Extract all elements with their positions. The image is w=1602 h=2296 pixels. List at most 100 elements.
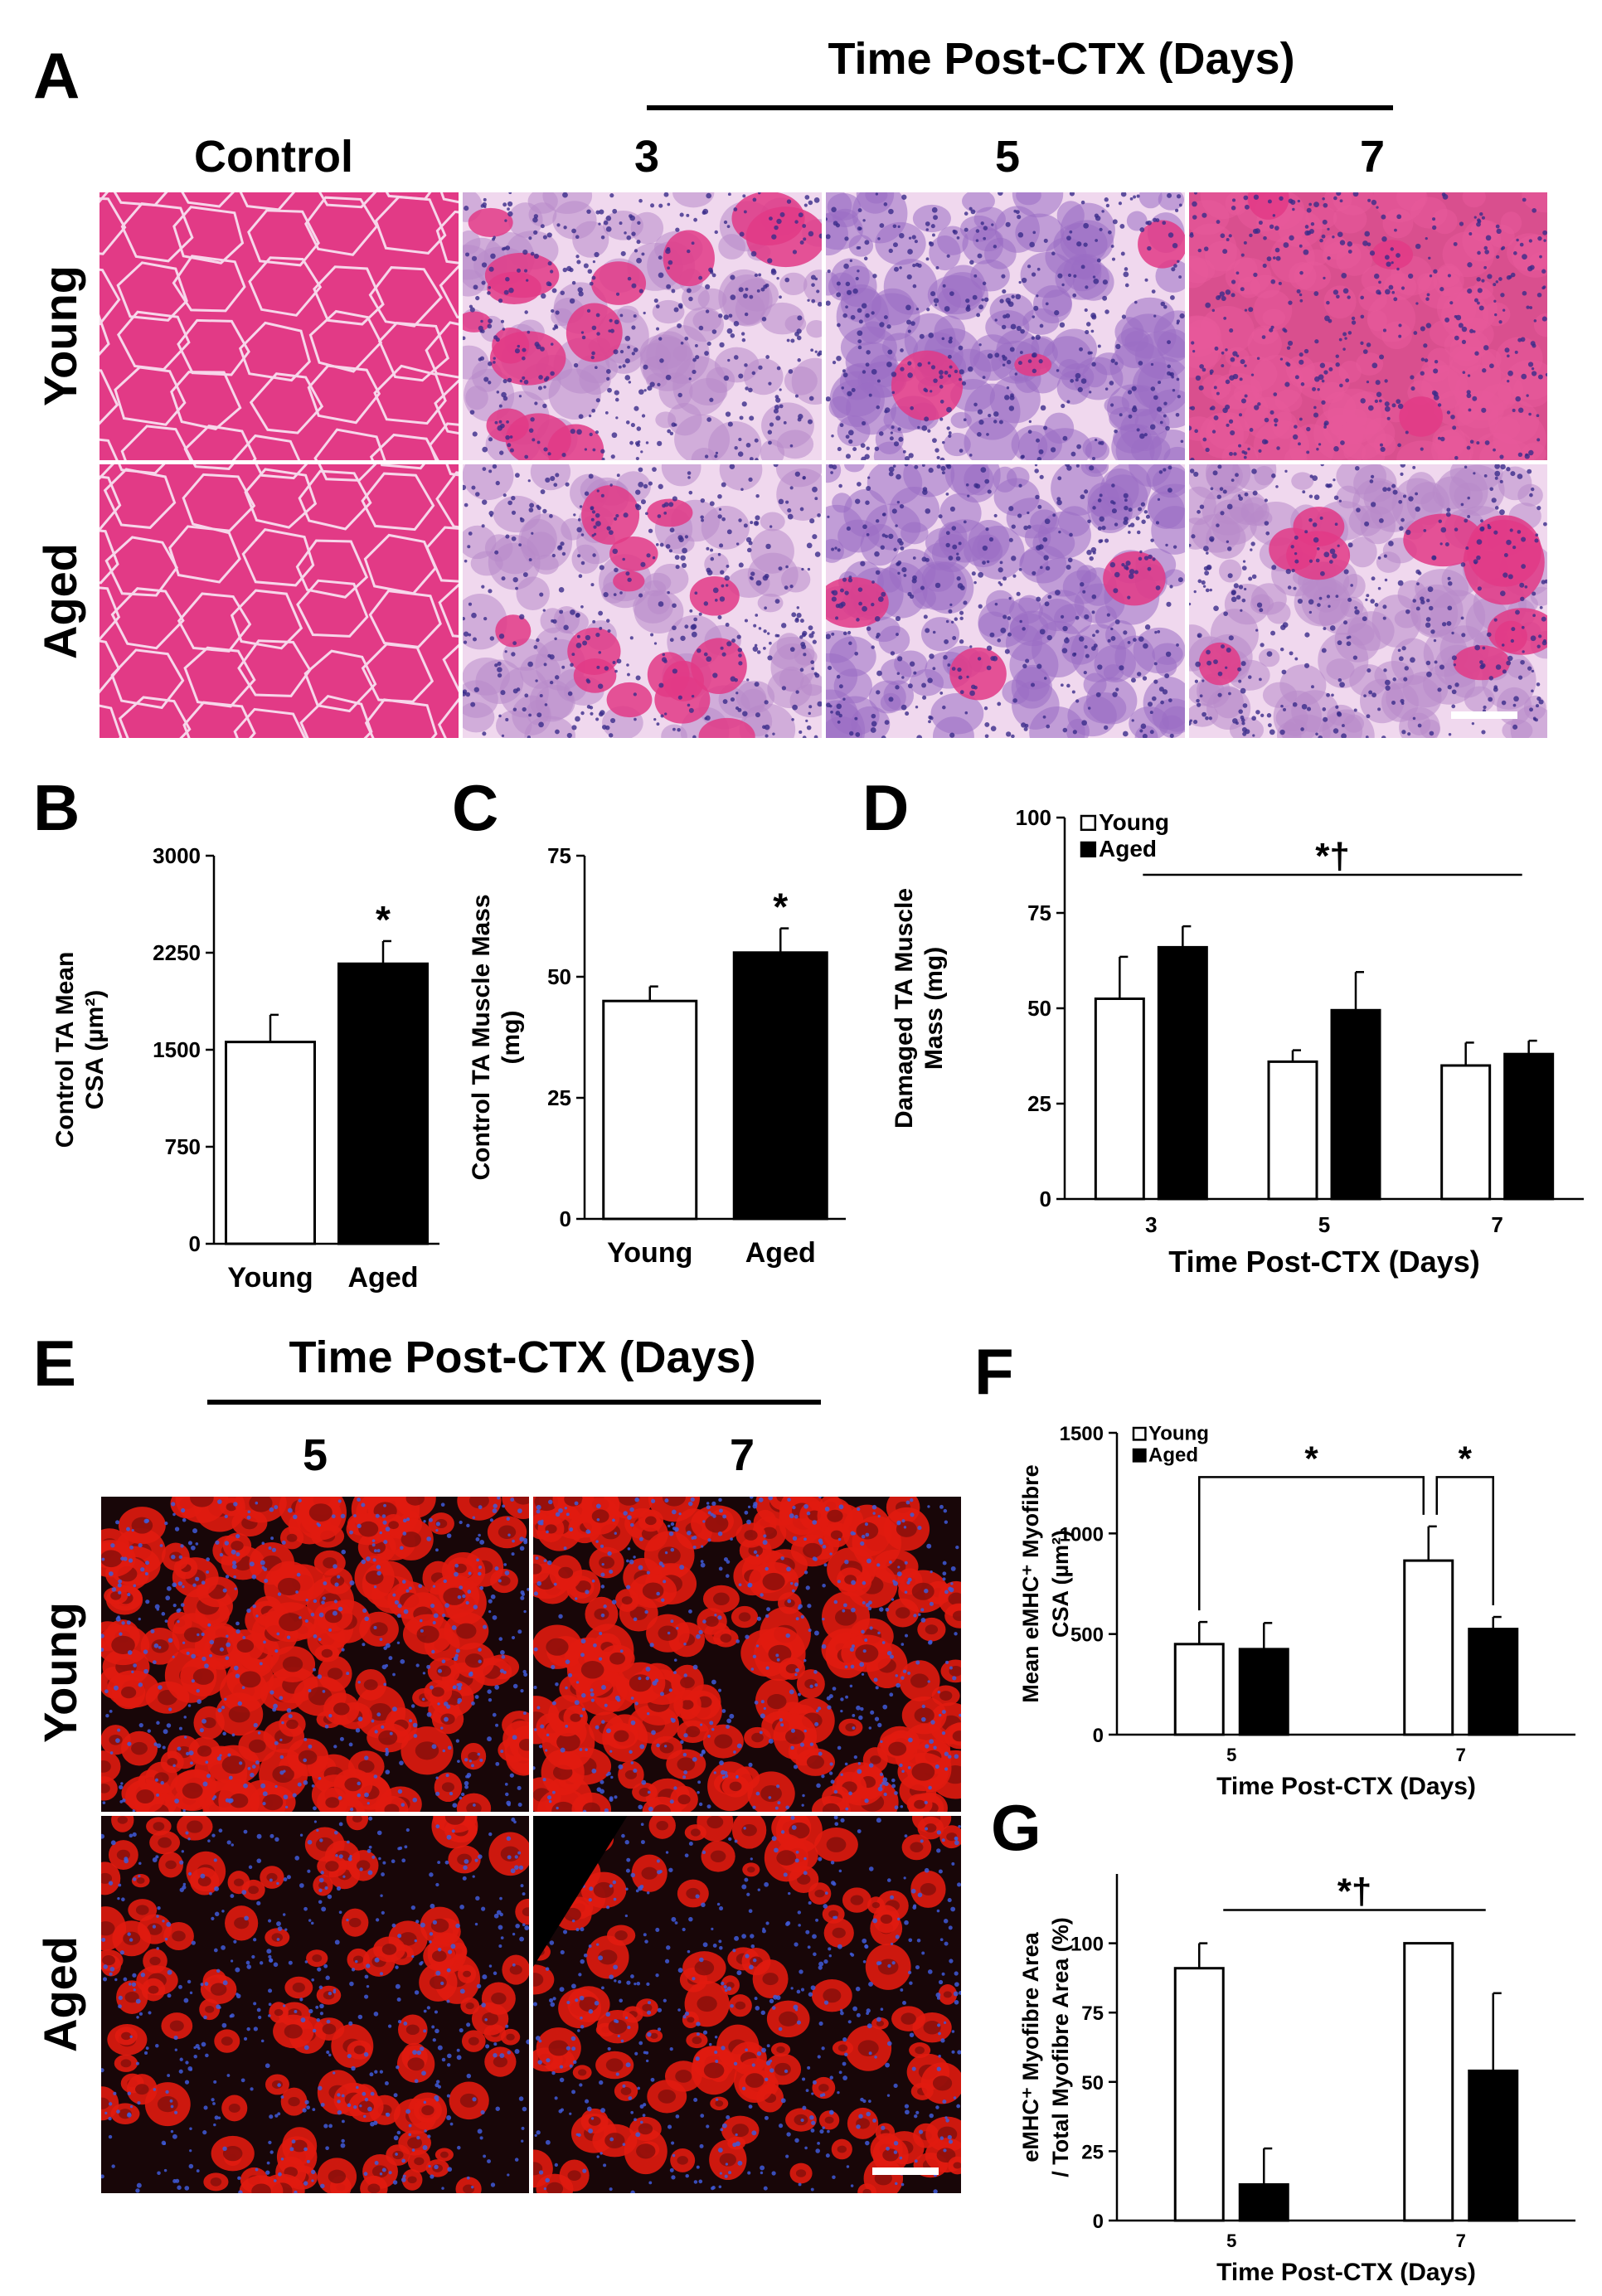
x-axis-label: Time Post-CTX (Days): [1216, 2259, 1476, 2286]
bar: [1468, 2069, 1519, 2222]
panel-a-col-7: 7: [1359, 132, 1386, 182]
bar: [1238, 2183, 1289, 2222]
histology-tile-aged-day7: [1189, 464, 1547, 738]
bar: [1440, 1064, 1492, 1201]
panel-g-letter: G: [991, 1791, 1041, 1864]
panel-b-chart: 0 750 1500 2250 3000 Control TA Mean CSA (µm²)…: [0, 796, 448, 1294]
panel-f-letter: F: [974, 1335, 1014, 1408]
legend-label: Aged: [1148, 1444, 1198, 1466]
histology-tile-young-day7: [1189, 192, 1547, 460]
panel-a-header: Time Post-CTX (Days): [828, 34, 1295, 84]
significance-marker: *: [376, 898, 391, 941]
x-tick-label: 5: [1226, 1745, 1236, 1765]
significance-marker: *†: [1337, 1871, 1372, 1911]
y-tick-label: 0: [560, 1206, 571, 1231]
y-tick-label: 75: [1081, 2002, 1104, 2025]
panel-a-col-5: 5: [994, 132, 1021, 182]
y-tick-label: 0: [189, 1231, 201, 1256]
panel-e-letter: E: [33, 1327, 77, 1400]
panel-b-letter: B: [33, 771, 80, 844]
significance-bracket: [1198, 1476, 1425, 1611]
x-tick-label: Aged: [348, 1262, 419, 1294]
panel-e-header: Time Post-CTX (Days): [289, 1332, 756, 1382]
panel-d-letter: D: [862, 771, 910, 844]
y-axis-label: Mass (mg): [920, 947, 948, 1070]
x-tick-label: Young: [227, 1262, 313, 1294]
significance-marker: *: [773, 886, 788, 929]
y-axis-label: Control TA Mean: [51, 952, 79, 1148]
bar: [1157, 945, 1208, 1201]
bar: [225, 1041, 316, 1245]
x-tick-label: 5: [1318, 1212, 1330, 1237]
legend-swatch: [1080, 841, 1097, 858]
panel-c-chart: 0 25 50 75 Control TA Muscle Mass (mg) Young Ag…: [448, 796, 862, 1294]
bar: [1330, 1008, 1381, 1201]
bar: [602, 999, 698, 1221]
significance-marker: *: [1459, 1439, 1473, 1478]
x-axis-label: Time Post-CTX (Days): [1168, 1245, 1479, 1279]
panel-a-scale-bar: [1451, 711, 1517, 719]
histology-tile-young-day5: [826, 192, 1185, 460]
panel-a-col-control: Control: [194, 132, 353, 182]
legend-swatch: [1132, 1426, 1147, 1441]
y-tick-label: 50: [1027, 996, 1051, 1021]
y-tick-label: 3000: [153, 843, 201, 868]
significance-bracket: [1435, 1476, 1494, 1606]
fluorescence-tile-young-day5: [101, 1497, 529, 1812]
bar: [732, 951, 828, 1221]
x-tick-label: 7: [1456, 1745, 1466, 1765]
y-tick-label: 75: [1027, 900, 1051, 925]
y-tick-label: 50: [547, 964, 571, 989]
y-tick-label: 2250: [153, 940, 201, 965]
y-tick-label: 1500: [1060, 1423, 1104, 1445]
y-tick-label: 100: [1070, 1934, 1104, 1956]
bar: [1173, 1643, 1225, 1736]
panel-e-col-5: 5: [302, 1430, 328, 1480]
y-tick-label: 500: [1070, 1624, 1104, 1647]
fluorescence-tile-aged-day7: [533, 1816, 961, 2193]
y-axis-label: CSA (µm²): [81, 990, 109, 1110]
panel-a-letter: A: [33, 39, 80, 112]
y-axis-label: (mg): [498, 1011, 525, 1065]
bar: [1403, 1942, 1454, 2222]
bar: [1403, 1559, 1454, 1736]
x-tick-label: Young: [607, 1237, 692, 1269]
legend-label: Aged: [1099, 836, 1157, 862]
significance-marker: *: [1304, 1439, 1318, 1478]
panel-a-header-line: [647, 105, 1393, 110]
y-axis-label: eMHC⁺ Myofibre Area: [1018, 1931, 1043, 2162]
bar: [1173, 1967, 1225, 2222]
legend-swatch: [1132, 1448, 1147, 1463]
x-tick-label: 3: [1145, 1212, 1157, 1237]
y-axis-label: CSA (µm²): [1048, 1530, 1073, 1638]
y-tick-label: 100: [1016, 805, 1051, 830]
legend-swatch: [1080, 814, 1097, 832]
histology-tile-aged-control: [100, 464, 459, 738]
panel-e-header-line: [207, 1400, 821, 1405]
bar: [337, 962, 429, 1245]
y-tick-label: 0: [1093, 2211, 1104, 2233]
x-tick-label: Aged: [745, 1237, 816, 1269]
panel-a-col-3: 3: [634, 132, 660, 182]
y-tick-label: 750: [165, 1134, 201, 1159]
bar: [1468, 1628, 1519, 1736]
fluorescence-tile-aged-day5: [101, 1816, 529, 2193]
histology-tile-young-day3: [463, 192, 822, 460]
y-axis-label: Mean eMHC⁺ Myofibre: [1018, 1464, 1043, 1702]
panel-a-row-young: Young: [34, 265, 86, 407]
bar: [1238, 1648, 1289, 1736]
y-axis-label: / Total Myofibre Area (%): [1048, 1917, 1073, 2177]
legend-label: Young: [1148, 1422, 1209, 1444]
x-tick-label: 5: [1226, 2230, 1236, 2251]
bar: [1094, 998, 1145, 1201]
y-tick-label: 0: [1040, 1187, 1051, 1211]
bar: [1503, 1052, 1555, 1201]
x-tick-label: 7: [1491, 1212, 1502, 1237]
panel-a-row-aged: Aged: [34, 543, 86, 659]
histology-tile-young-control: [100, 192, 459, 460]
y-tick-label: 1500: [153, 1037, 201, 1062]
panel-e-row-young: Young: [34, 1601, 86, 1744]
panel-e-col-7: 7: [729, 1430, 755, 1480]
histology-tile-aged-day5: [826, 464, 1185, 738]
y-tick-label: 50: [1081, 2072, 1104, 2095]
